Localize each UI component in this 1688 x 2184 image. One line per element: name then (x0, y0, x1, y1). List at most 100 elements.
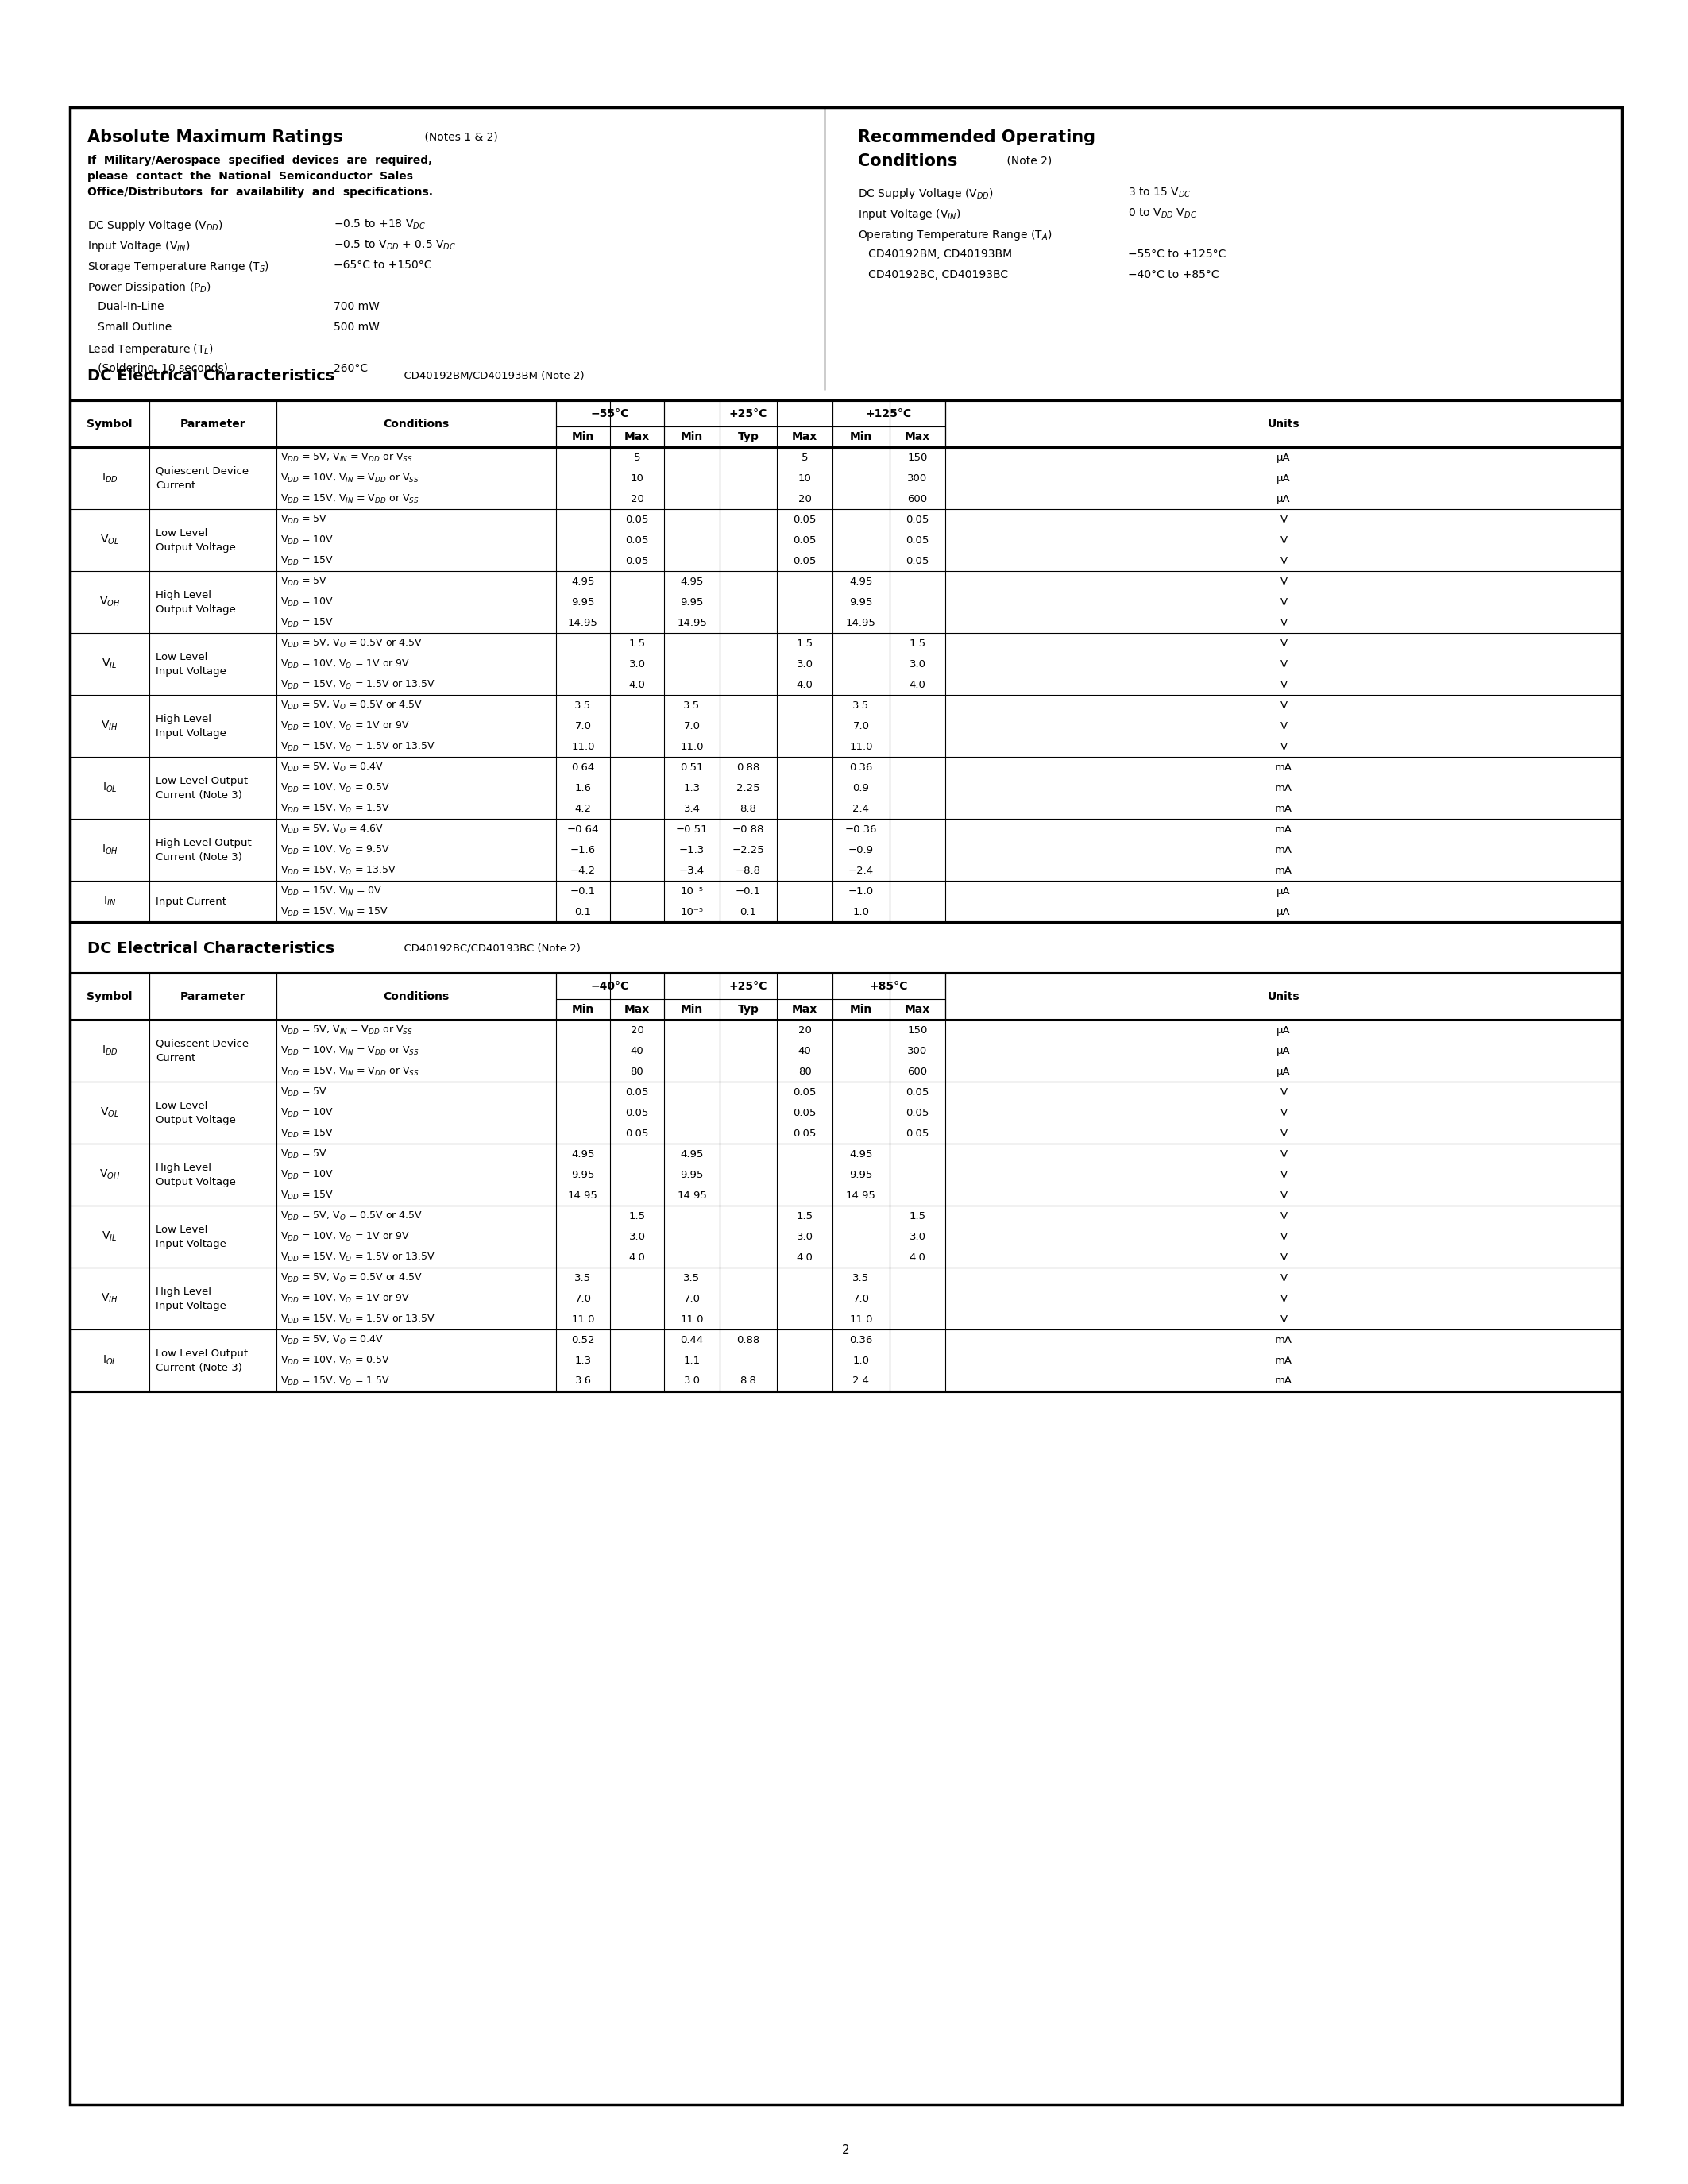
Text: 7.0: 7.0 (852, 1293, 869, 1304)
Text: DC Supply Voltage (V$_{DD}$): DC Supply Voltage (V$_{DD}$) (88, 218, 223, 234)
Text: V$_{DD}$ = 15V, V$_O$ = 1.5V or 13.5V: V$_{DD}$ = 15V, V$_O$ = 1.5V or 13.5V (280, 1313, 436, 1326)
Text: Current (Note 3): Current (Note 3) (155, 852, 241, 863)
Text: CD40192BC, CD40193BC: CD40192BC, CD40193BC (858, 269, 1008, 280)
Text: V$_{IL}$: V$_{IL}$ (101, 657, 116, 670)
Text: Low Level: Low Level (155, 529, 208, 537)
Text: Typ: Typ (738, 1005, 760, 1016)
Text: V$_{DD}$ = 10V, V$_O$ = 1V or 9V: V$_{DD}$ = 10V, V$_O$ = 1V or 9V (280, 1293, 410, 1304)
Text: Symbol: Symbol (86, 992, 132, 1002)
Text: −0.5 to V$_{DD}$ + 0.5 V$_{DC}$: −0.5 to V$_{DD}$ + 0.5 V$_{DC}$ (334, 238, 456, 251)
Text: mA: mA (1274, 1376, 1293, 1387)
Text: 0.05: 0.05 (906, 1129, 928, 1138)
Text: V: V (1280, 1251, 1288, 1262)
Text: Conditions: Conditions (858, 153, 957, 168)
Text: 150: 150 (908, 1024, 928, 1035)
Text: 14.95: 14.95 (567, 1190, 598, 1201)
Text: 1.5: 1.5 (910, 638, 925, 649)
Text: 3.0: 3.0 (628, 660, 645, 668)
Text: 11.0: 11.0 (849, 740, 873, 751)
Text: 20: 20 (798, 1024, 812, 1035)
Text: 2.4: 2.4 (852, 804, 869, 815)
Text: 80: 80 (630, 1066, 643, 1077)
Text: Current: Current (155, 1053, 196, 1064)
Text: 3.5: 3.5 (574, 1273, 591, 1282)
Text: 4.0: 4.0 (797, 679, 814, 690)
Text: Output Voltage: Output Voltage (155, 542, 236, 553)
Text: −1.0: −1.0 (849, 887, 874, 895)
Text: 3.5: 3.5 (574, 701, 591, 710)
Text: −40°C to +85°C: −40°C to +85°C (1128, 269, 1219, 280)
Text: Power Dissipation (P$_D$): Power Dissipation (P$_D$) (88, 280, 211, 295)
Text: −55°C: −55°C (591, 408, 630, 419)
Text: mA: mA (1274, 823, 1293, 834)
Text: 0.88: 0.88 (736, 1334, 760, 1345)
Text: Low Level Output: Low Level Output (155, 1348, 248, 1358)
Text: −1.6: −1.6 (571, 845, 596, 854)
Text: Small Outline: Small Outline (88, 321, 172, 332)
Text: V$_{DD}$ = 10V, V$_O$ = 1V or 9V: V$_{DD}$ = 10V, V$_O$ = 1V or 9V (280, 657, 410, 670)
Text: 14.95: 14.95 (677, 1190, 707, 1201)
Text: 0.88: 0.88 (736, 762, 760, 773)
Text: 8.8: 8.8 (739, 804, 756, 815)
Text: −0.1: −0.1 (571, 887, 596, 895)
Text: V$_{DD}$ = 15V, V$_{IN}$ = 15V: V$_{DD}$ = 15V, V$_{IN}$ = 15V (280, 906, 388, 917)
Text: High Level: High Level (155, 590, 211, 601)
Text: 0.05: 0.05 (625, 1088, 648, 1096)
Text: Parameter: Parameter (181, 417, 246, 430)
Text: 10: 10 (630, 474, 643, 483)
Text: V$_{DD}$ = 15V, V$_{IN}$ = 0V: V$_{DD}$ = 15V, V$_{IN}$ = 0V (280, 885, 381, 898)
Text: Current (Note 3): Current (Note 3) (155, 791, 241, 799)
Text: V$_{DD}$ = 15V, V$_O$ = 1.5V or 13.5V: V$_{DD}$ = 15V, V$_O$ = 1.5V or 13.5V (280, 1251, 436, 1262)
Text: High Level Output: High Level Output (155, 836, 252, 847)
Text: 4.0: 4.0 (628, 679, 645, 690)
Text: V: V (1280, 1107, 1288, 1118)
Text: 4.95: 4.95 (571, 577, 594, 587)
Text: V$_{DD}$ = 5V, V$_O$ = 4.6V: V$_{DD}$ = 5V, V$_O$ = 4.6V (280, 823, 383, 834)
Text: 3.4: 3.4 (684, 804, 701, 815)
Text: 3.0: 3.0 (684, 1376, 701, 1387)
Text: +25°C: +25°C (729, 408, 768, 419)
Text: 11.0: 11.0 (571, 740, 594, 751)
Text: +85°C: +85°C (869, 981, 908, 992)
Text: 0 to V$_{DD}$ V$_{DC}$: 0 to V$_{DD}$ V$_{DC}$ (1128, 207, 1197, 221)
Text: Output Voltage: Output Voltage (155, 605, 236, 614)
Text: 1.5: 1.5 (628, 638, 645, 649)
Text: V$_{DD}$ = 10V, V$_O$ = 9.5V: V$_{DD}$ = 10V, V$_O$ = 9.5V (280, 843, 390, 856)
Text: 3.6: 3.6 (574, 1376, 591, 1387)
Text: 500 mW: 500 mW (334, 321, 380, 332)
Text: 4.95: 4.95 (849, 1149, 873, 1160)
Text: V$_{DD}$ = 5V: V$_{DD}$ = 5V (280, 1149, 327, 1160)
Text: Typ: Typ (738, 430, 760, 443)
Text: V$_{OH}$: V$_{OH}$ (100, 1168, 120, 1182)
Text: Absolute Maximum Ratings: Absolute Maximum Ratings (88, 129, 343, 146)
Text: 1.3: 1.3 (684, 782, 701, 793)
Text: V: V (1280, 618, 1288, 627)
Text: 0.44: 0.44 (680, 1334, 704, 1345)
Text: 0.05: 0.05 (906, 1088, 928, 1096)
Text: V$_{DD}$ = 15V, V$_O$ = 1.5V: V$_{DD}$ = 15V, V$_O$ = 1.5V (280, 1376, 390, 1387)
Text: 300: 300 (908, 474, 927, 483)
Text: 3.5: 3.5 (684, 1273, 701, 1282)
Text: μA: μA (1276, 452, 1291, 463)
Text: 0.05: 0.05 (906, 535, 928, 546)
Text: Symbol: Symbol (86, 417, 132, 430)
Text: 7.0: 7.0 (574, 721, 591, 732)
Text: Low Level: Low Level (155, 651, 208, 662)
Text: 1.3: 1.3 (574, 1356, 591, 1365)
Text: 80: 80 (798, 1066, 812, 1077)
Text: 1.1: 1.1 (684, 1356, 701, 1365)
Text: +25°C: +25°C (729, 981, 768, 992)
Text: I$_{OL}$: I$_{OL}$ (103, 1354, 116, 1367)
Text: 7.0: 7.0 (684, 1293, 701, 1304)
Text: 0.05: 0.05 (625, 535, 648, 546)
Text: 1.6: 1.6 (574, 782, 591, 793)
Text: 20: 20 (798, 494, 812, 505)
Text: DC Electrical Characteristics: DC Electrical Characteristics (88, 941, 334, 957)
Text: 4.0: 4.0 (910, 679, 925, 690)
Text: 0.36: 0.36 (849, 1334, 873, 1345)
Text: 3.0: 3.0 (797, 1232, 814, 1243)
Text: Min: Min (849, 430, 873, 443)
Text: V: V (1280, 679, 1288, 690)
Text: V: V (1280, 1315, 1288, 1324)
Text: −0.88: −0.88 (733, 823, 765, 834)
